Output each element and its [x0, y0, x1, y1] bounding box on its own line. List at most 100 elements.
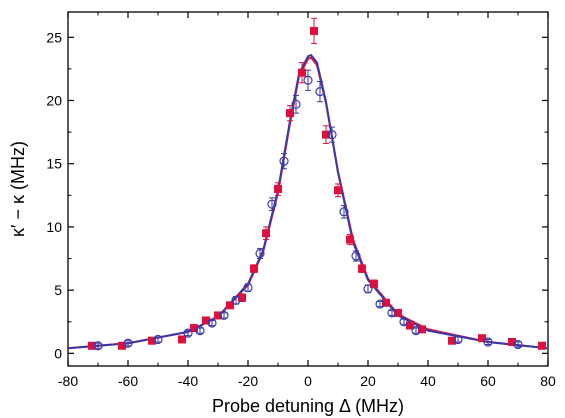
- square-marker: [538, 341, 546, 350]
- circle-point: [411, 326, 421, 336]
- circle-point: [363, 284, 373, 294]
- circle-point: [255, 247, 265, 260]
- circle-marker: [375, 299, 385, 309]
- x-tick-label: 80: [540, 373, 556, 389]
- square-marker: [262, 229, 270, 238]
- square-marker: [406, 321, 414, 330]
- x-tick-label: 20: [360, 373, 376, 389]
- square-marker: [418, 325, 426, 334]
- square-marker: [286, 109, 294, 118]
- circle-marker: [153, 334, 163, 345]
- circle-point: [453, 334, 463, 345]
- circle-marker: [183, 328, 193, 338]
- circle-point: [327, 126, 337, 143]
- circle-marker: [93, 341, 103, 351]
- circle-marker: [267, 199, 277, 209]
- square-point: [88, 341, 96, 350]
- circle-marker: [483, 337, 493, 347]
- circle-point: [351, 250, 361, 262]
- circle-marker: [453, 334, 463, 345]
- square-marker: [274, 185, 282, 193]
- circle-point: [267, 197, 277, 211]
- square-marker: [298, 68, 306, 77]
- square-point: [310, 17, 318, 45]
- y-tick-label: 15: [46, 156, 62, 172]
- square-point: [538, 341, 546, 350]
- fit-curve-1: [67, 56, 549, 350]
- circle-point: [315, 81, 325, 103]
- square-marker: [88, 341, 96, 350]
- y-axis-title: κ′ − κ (MHz): [8, 141, 28, 237]
- square-point: [358, 264, 366, 273]
- x-tick-label: 0: [304, 373, 312, 389]
- x-tick-label: -80: [58, 373, 78, 389]
- y-tick-label: 25: [46, 29, 62, 45]
- circle-point: [399, 317, 409, 327]
- circle-marker: [207, 318, 217, 328]
- circle-point: [303, 69, 313, 91]
- square-marker: [448, 336, 456, 345]
- square-marker: [118, 341, 126, 350]
- x-tick-label: -20: [238, 373, 258, 389]
- x-tick-label: -40: [178, 373, 198, 389]
- y-tick-label: 10: [46, 219, 62, 235]
- y-tick-label: 5: [54, 282, 62, 298]
- square-point: [226, 301, 234, 310]
- circle-marker: [351, 251, 361, 261]
- square-marker: [226, 301, 234, 310]
- square-point: [214, 311, 222, 320]
- circle-marker: [123, 338, 133, 348]
- x-axis-title: Probe detuning Δ (MHz): [212, 396, 404, 416]
- circle-marker: [315, 87, 325, 97]
- circle-marker: [363, 284, 373, 294]
- circle-point: [207, 318, 217, 328]
- square-marker: [148, 336, 156, 345]
- circle-point: [195, 326, 205, 336]
- square-point: [322, 125, 330, 144]
- square-marker: [370, 279, 378, 288]
- square-point: [298, 62, 306, 84]
- x-tick-label: 40: [420, 373, 436, 389]
- circle-marker: [243, 283, 253, 293]
- circle-point: [153, 334, 163, 345]
- circle-marker: [513, 339, 523, 350]
- square-marker: [334, 186, 342, 195]
- x-tick-label: 60: [480, 373, 496, 389]
- square-point: [178, 335, 186, 344]
- circle-marker: [255, 248, 265, 259]
- square-point: [262, 226, 270, 241]
- circle-point: [231, 295, 241, 305]
- data-points: [88, 17, 546, 351]
- circle-point: [279, 153, 289, 170]
- circle-point: [339, 204, 349, 219]
- circle-point: [387, 308, 397, 318]
- square-marker: [478, 334, 486, 343]
- circle-point: [513, 339, 523, 350]
- y-tick-label: 0: [54, 345, 62, 361]
- circle-marker: [219, 310, 229, 321]
- square-point: [346, 234, 354, 246]
- y-tick-label: 20: [46, 93, 62, 109]
- fit-curve-2: [67, 53, 549, 350]
- square-point: [250, 264, 258, 273]
- square-marker: [250, 264, 258, 273]
- square-point: [148, 336, 156, 345]
- square-marker: [322, 130, 330, 139]
- axis-ticks: [67, 12, 549, 366]
- axis-tick-labels: -80 -60 -40 -20 0 20 40 60 80 0 5 10 15 20 25: [46, 29, 556, 389]
- square-marker: [178, 335, 186, 344]
- square-marker: [310, 26, 318, 35]
- circle-point: [243, 283, 253, 293]
- square-marker: [346, 235, 354, 244]
- fit-curves: [67, 53, 549, 350]
- square-marker: [238, 293, 246, 302]
- circle-point: [123, 338, 133, 348]
- circle-marker: [231, 295, 241, 305]
- square-marker: [382, 298, 390, 307]
- circle-point: [219, 310, 229, 321]
- plot-frame: [67, 11, 549, 367]
- circle-point: [183, 328, 193, 338]
- circle-marker: [411, 326, 421, 336]
- square-point: [478, 334, 486, 343]
- square-marker: [214, 311, 222, 320]
